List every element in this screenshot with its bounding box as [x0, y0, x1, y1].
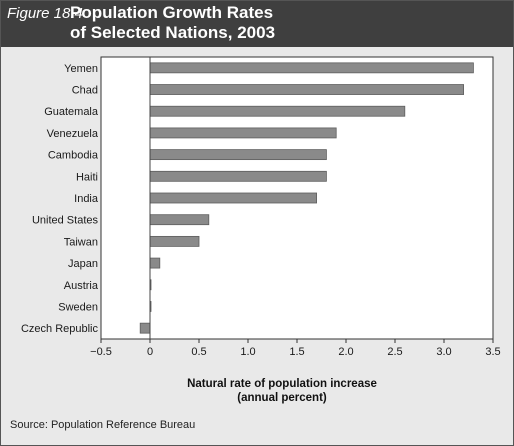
- x-tick-label: 0: [147, 346, 153, 358]
- category-label: Guatemala: [44, 106, 99, 118]
- category-label: Venezuela: [47, 128, 99, 140]
- x-tick-label: 2.5: [387, 346, 402, 358]
- bar-united-states: [149, 214, 210, 226]
- category-label: Yemen: [64, 63, 98, 75]
- x-tick-label: 3.0: [436, 346, 451, 358]
- bar-haiti: [149, 170, 327, 182]
- bar-japan: [149, 257, 161, 269]
- figure-header: Figure 18.4 Population Growth Rates of S…: [1, 1, 513, 47]
- bar-taiwan: [149, 235, 200, 247]
- category-label: Chad: [72, 85, 98, 97]
- x-axis-title-line2: (annual percent): [237, 392, 327, 404]
- bar-venezuela: [149, 127, 337, 139]
- category-label: Cambodia: [48, 150, 99, 162]
- x-tick-label: 3.5: [485, 346, 500, 358]
- x-tick-label: −0.5: [90, 346, 112, 358]
- x-tick-label: 2.0: [338, 346, 353, 358]
- bar-yemen: [149, 62, 474, 74]
- x-tick-label: 1.5: [289, 346, 304, 358]
- bar-india: [149, 192, 318, 204]
- bar-czech-republic: [139, 322, 151, 334]
- x-tick-label: 0.5: [191, 346, 206, 358]
- figure-number: Figure 18.4: [7, 5, 83, 22]
- category-label: Austria: [64, 280, 99, 292]
- chart-title-line2: of Selected Nations, 2003: [70, 23, 276, 42]
- category-label: Taiwan: [64, 236, 98, 248]
- chart-title-line1: Population Growth Rates: [70, 3, 274, 22]
- category-label: Haiti: [76, 171, 98, 183]
- source-note: Source: Population Reference Bureau: [10, 419, 196, 431]
- bar-cambodia: [149, 149, 327, 161]
- category-label: Sweden: [58, 301, 98, 313]
- x-axis-title-line1: Natural rate of population increase: [187, 378, 377, 390]
- category-label: India: [74, 193, 99, 205]
- x-tick-label: 1.0: [240, 346, 255, 358]
- bar-guatemala: [149, 105, 406, 117]
- category-label: Japan: [68, 258, 98, 270]
- category-label: United States: [32, 215, 99, 227]
- bar-chad: [149, 84, 465, 95]
- category-label: Czech Republic: [21, 323, 99, 335]
